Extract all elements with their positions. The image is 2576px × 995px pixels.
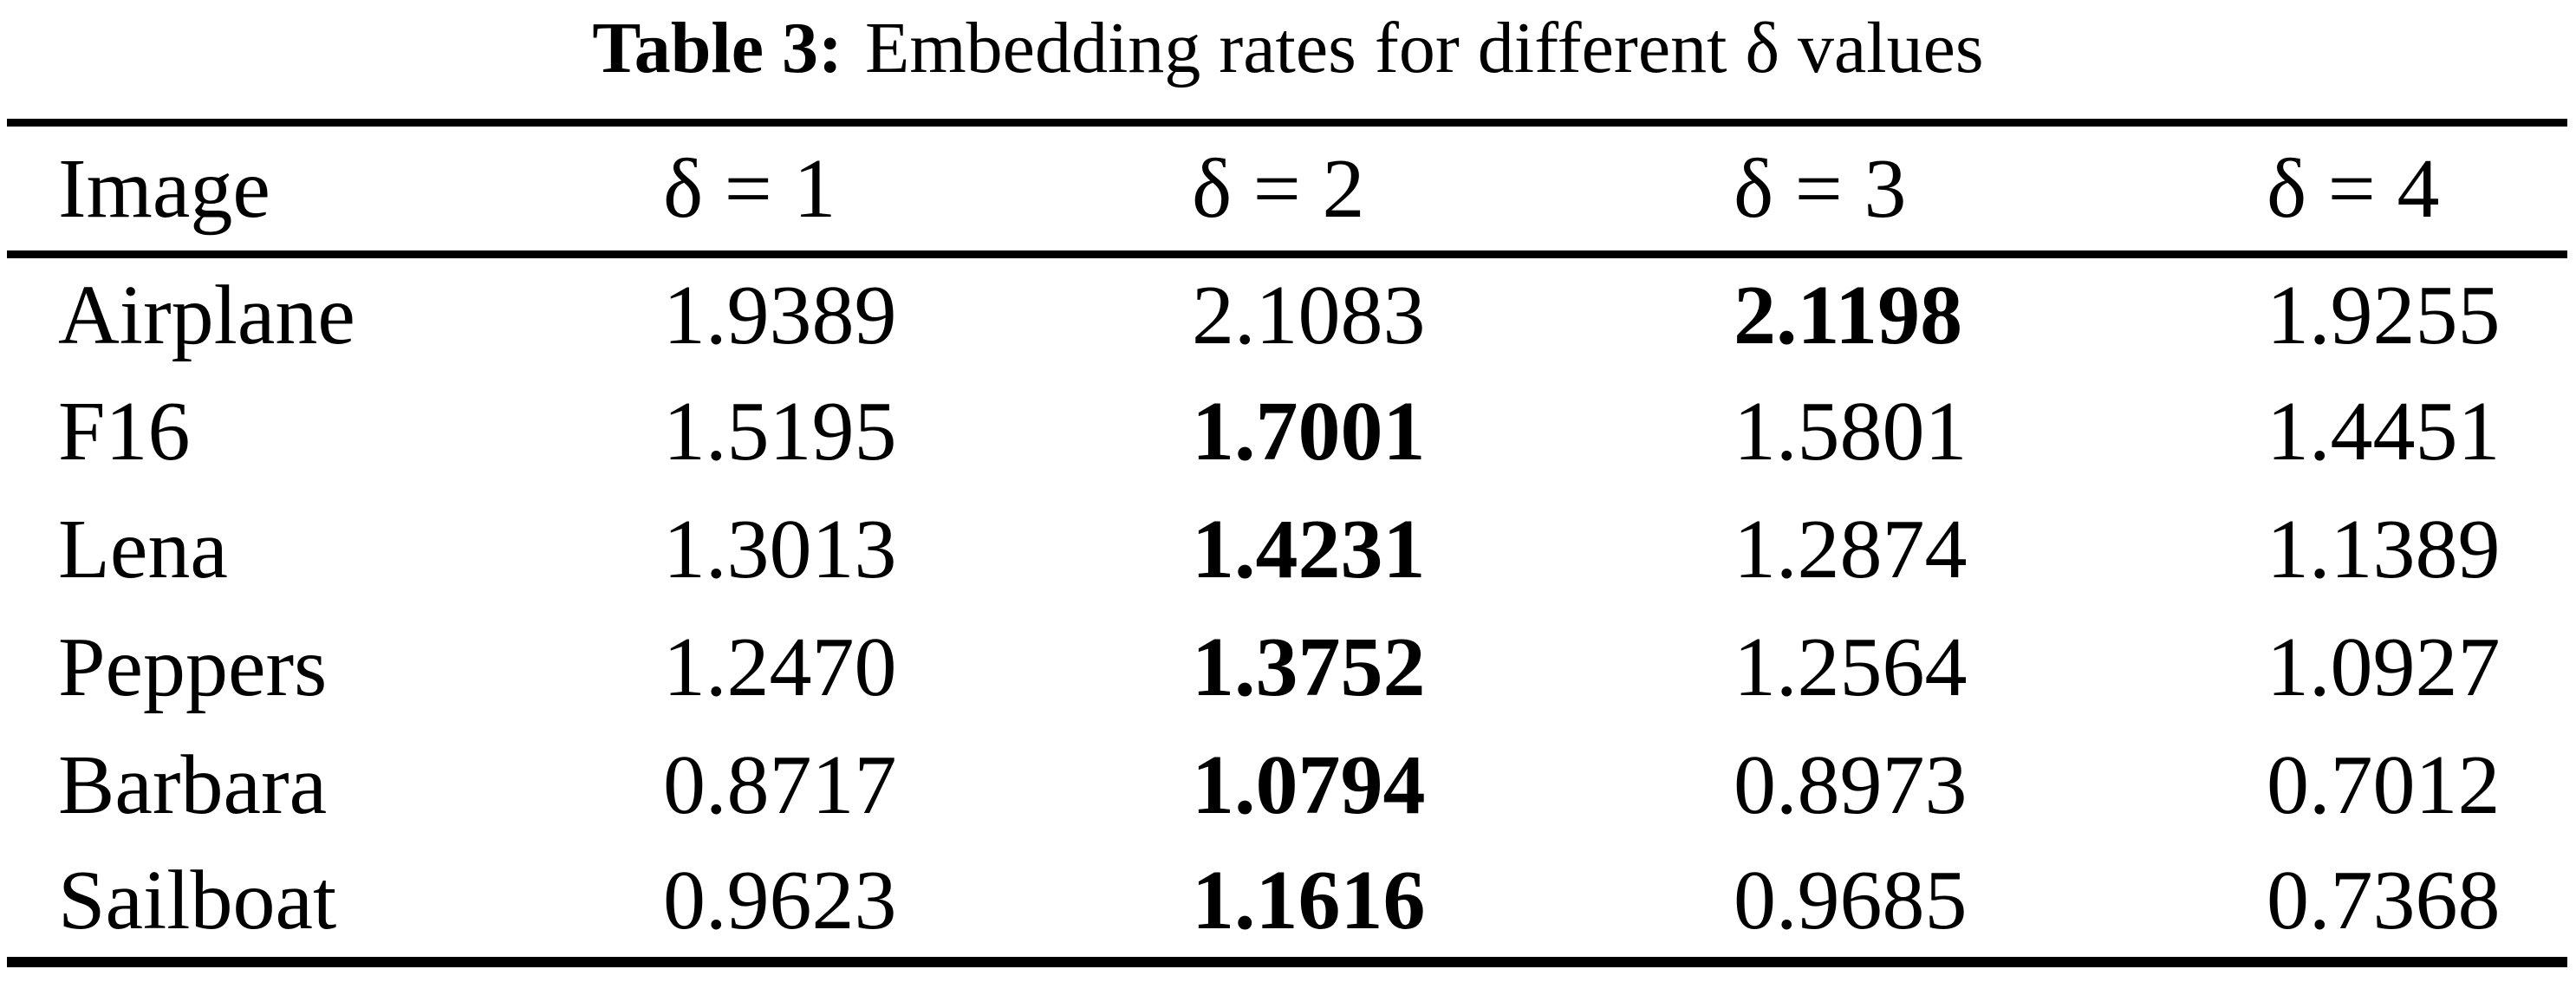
row-label: Barbara xyxy=(58,738,328,832)
embedding-rates-table: Image δ = 1 δ = 2 δ = 3 δ = 4 Airplane 1… xyxy=(7,119,2567,967)
value-cell: 2.1083 xyxy=(1192,268,1426,362)
value-cell: 0.7368 xyxy=(2267,853,2501,947)
table-row: Airplane 1.9389 2.1083 2.1198 1.9255 xyxy=(7,255,2567,373)
value-cell: 1.1616 xyxy=(1192,853,1426,947)
value-cell: 2.1198 xyxy=(1734,268,1963,362)
value-cell: 1.1389 xyxy=(2267,502,2501,596)
embedding-rates-table-container: Image δ = 1 δ = 2 δ = 3 δ = 4 Airplane 1… xyxy=(7,119,2567,967)
value-cell: 1.9389 xyxy=(663,268,897,362)
value-cell: 1.0927 xyxy=(2267,620,2501,714)
row-label: Sailboat xyxy=(58,853,337,947)
value-cell: 0.8973 xyxy=(1734,738,1968,832)
value-cell: 1.9255 xyxy=(2267,268,2501,362)
row-label: F16 xyxy=(58,384,191,478)
value-cell: 1.3752 xyxy=(1192,620,1426,714)
table-caption-label: Table 3: xyxy=(592,8,843,88)
table-row: Peppers 1.2470 1.3752 1.2564 1.0927 xyxy=(7,608,2567,726)
value-cell: 1.5801 xyxy=(1734,384,1968,478)
table-row: Lena 1.3013 1.4231 1.2874 1.1389 xyxy=(7,491,2567,608)
value-cell: 1.4231 xyxy=(1192,502,1426,596)
table-row: F16 1.5195 1.7001 1.5801 1.4451 xyxy=(7,373,2567,491)
value-cell: 0.7012 xyxy=(2267,738,2501,832)
table-row: Barbara 0.8717 1.0794 0.8973 0.7012 xyxy=(7,726,2567,844)
table-row: Sailboat 0.9623 1.1616 0.9685 0.7368 xyxy=(7,844,2567,962)
row-label: Airplane xyxy=(58,268,355,362)
value-cell: 1.7001 xyxy=(1192,384,1426,478)
column-header-delta-2: δ = 2 xyxy=(1192,141,1365,236)
value-cell: 1.2564 xyxy=(1734,620,1968,714)
table-caption-text: Embedding rates for different δ values xyxy=(865,8,1984,88)
value-cell: 1.2874 xyxy=(1734,502,1968,596)
value-cell: 0.9623 xyxy=(663,853,897,947)
table-caption: Table 3: Embedding rates for different δ … xyxy=(0,0,2576,97)
value-cell: 1.4451 xyxy=(2267,384,2501,478)
row-label: Lena xyxy=(58,502,228,596)
value-cell: 0.9685 xyxy=(1734,853,1968,947)
row-label: Peppers xyxy=(58,620,328,714)
column-header-delta-1: δ = 1 xyxy=(663,141,836,236)
column-header-delta-4: δ = 4 xyxy=(2267,141,2440,236)
header-row: Image δ = 1 δ = 2 δ = 3 δ = 4 xyxy=(7,123,2567,255)
column-header-delta-3: δ = 3 xyxy=(1734,141,1907,236)
value-cell: 1.2470 xyxy=(663,620,897,714)
value-cell: 1.0794 xyxy=(1192,738,1426,832)
value-cell: 1.3013 xyxy=(663,502,897,596)
value-cell: 1.5195 xyxy=(663,384,897,478)
value-cell: 0.8717 xyxy=(663,738,897,832)
column-header-image: Image xyxy=(58,141,270,236)
